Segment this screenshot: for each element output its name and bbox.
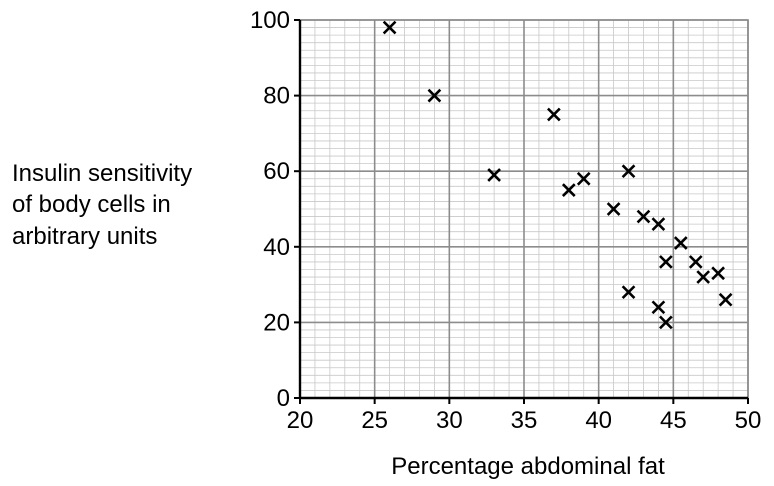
- data-point: [688, 255, 703, 269]
- data-point: [621, 164, 636, 179]
- data-point: [487, 168, 501, 182]
- y-axis-label-line-1: Insulin sensitivity: [12, 160, 192, 187]
- y-tick-label: 60: [263, 158, 290, 185]
- x-tick-label: 25: [361, 407, 388, 434]
- x-tick-labels: 20 25 30 35 40 45 50: [287, 407, 762, 434]
- x-tick-label: 20: [287, 407, 314, 434]
- data-point: [718, 292, 733, 307]
- data-point: [606, 202, 621, 216]
- x-tick-label: 35: [511, 407, 538, 434]
- data-point: [547, 107, 561, 122]
- y-tick-labels: 0 20 40 60 80 100: [250, 7, 290, 412]
- y-tick-label: 40: [263, 234, 290, 261]
- data-point: [696, 270, 711, 284]
- y-axis-label-line-3: arbitrary units: [12, 223, 157, 250]
- y-tick-label: 100: [250, 7, 290, 34]
- y-tick-label: 20: [263, 309, 290, 336]
- y-axis-label-line-2: of body cells in: [12, 191, 171, 218]
- data-point: [659, 255, 673, 269]
- x-tick-label: 45: [660, 407, 687, 434]
- data-point: [711, 266, 725, 281]
- data-point: [382, 20, 397, 35]
- data-point: [636, 209, 651, 224]
- data-point: [651, 217, 666, 231]
- y-tick-label: 0: [277, 385, 290, 412]
- data-point: [651, 300, 666, 315]
- axes: [294, 19, 749, 404]
- data-point: [659, 315, 673, 330]
- data-point: [427, 88, 442, 103]
- x-tick-label: 40: [585, 407, 612, 434]
- data-point: [673, 236, 688, 250]
- data-points: [382, 20, 733, 330]
- data-point: [576, 171, 591, 186]
- x-axis-label: Percentage abdominal fat: [391, 453, 665, 480]
- x-tick-label: 50: [735, 407, 762, 434]
- data-point: [621, 285, 636, 299]
- y-tick-label: 80: [263, 83, 290, 110]
- x-tick-label: 30: [436, 407, 463, 434]
- data-point: [561, 183, 576, 197]
